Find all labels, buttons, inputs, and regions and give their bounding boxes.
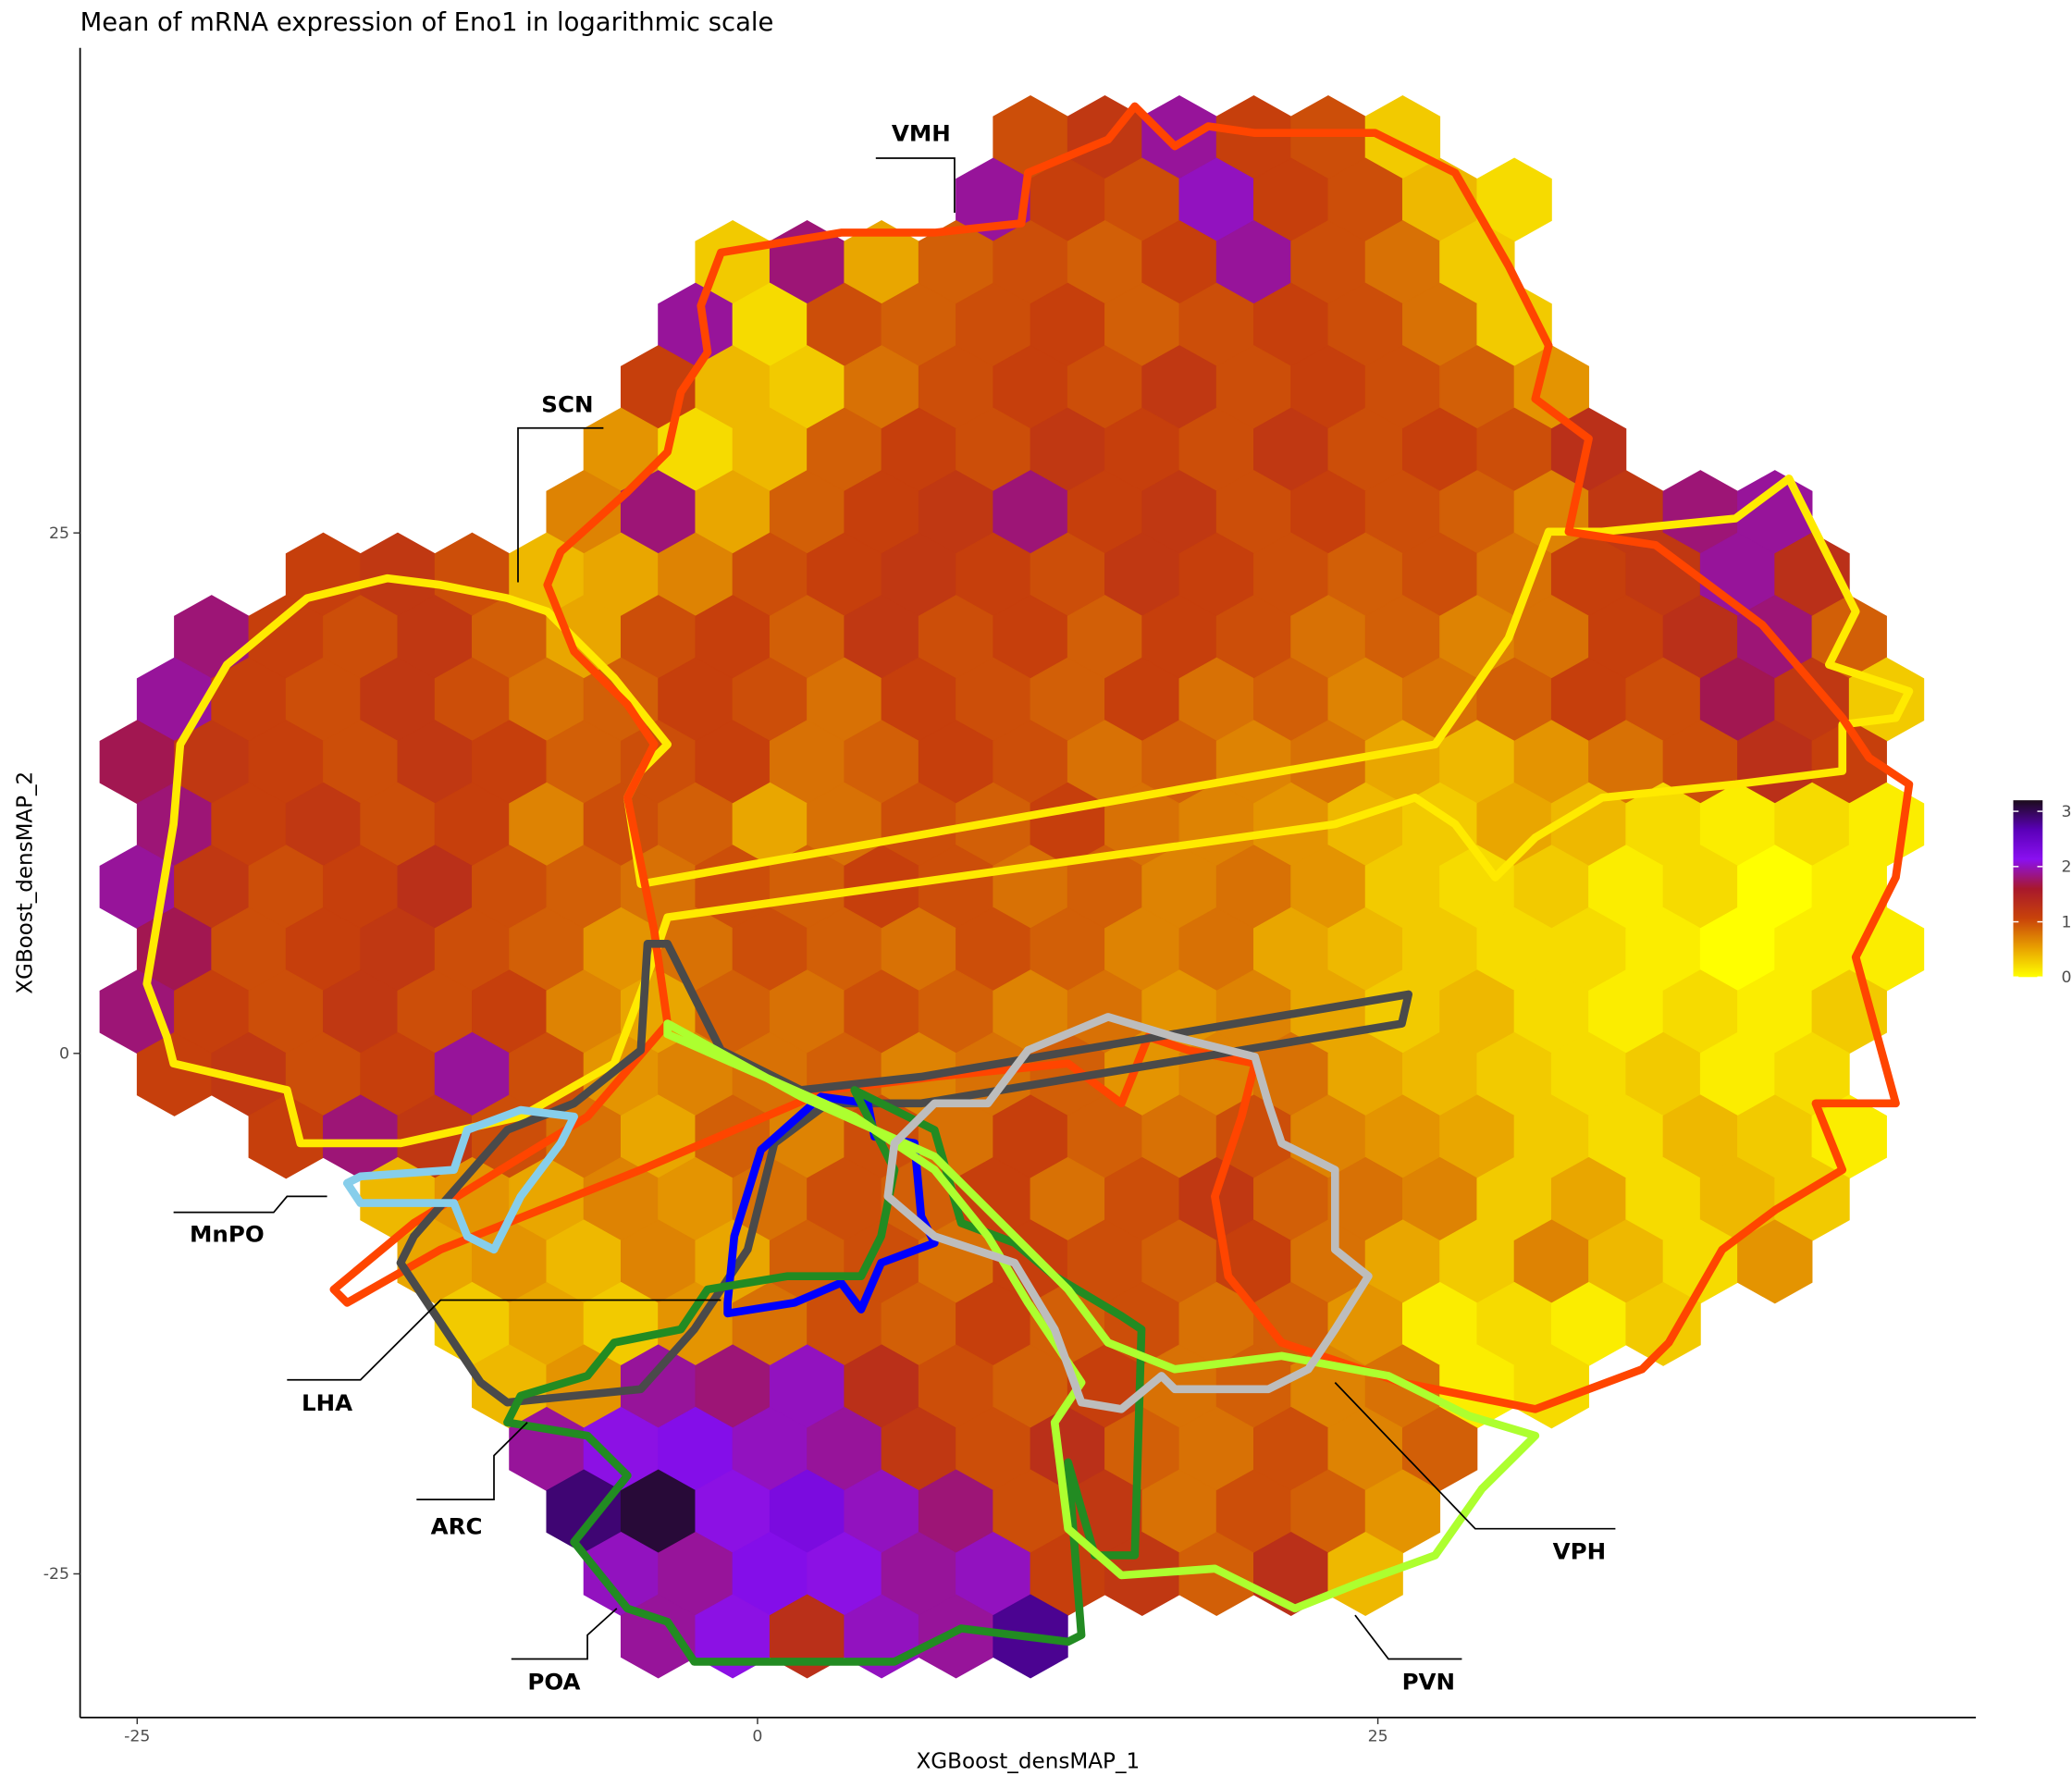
colorbar-tick-label: 1: [2061, 913, 2071, 931]
region-label: MnPO: [190, 1220, 265, 1247]
outline-green: [503, 1086, 1146, 1666]
region-label: VPH: [1553, 1538, 1606, 1565]
region-label: ARC: [431, 1512, 483, 1539]
y-tick-label: 25: [49, 524, 69, 543]
region-label: LHA: [302, 1389, 352, 1416]
leader-line: [287, 1299, 722, 1381]
colorbar-tick-label: 0: [2061, 968, 2071, 987]
x-tick-label: -25: [124, 1728, 150, 1746]
y-axis-title: XGBoost_densMAP_2: [14, 771, 38, 994]
leader-line: [517, 426, 604, 583]
region-label: VMH: [892, 119, 951, 146]
chart-title: Mean of mRNA expression of Eno1 in logar…: [80, 8, 774, 37]
x-tick-label: 0: [752, 1728, 762, 1746]
region-label: SCN: [541, 391, 593, 418]
leader-line: [1334, 1382, 1616, 1530]
region-label: PVN: [1402, 1669, 1455, 1696]
leader-line: [1354, 1614, 1462, 1660]
outline-blue: [723, 1092, 939, 1318]
colorbar-tick-label: 2: [2061, 858, 2071, 877]
hex-layer: [99, 95, 1925, 1679]
region-label: POA: [527, 1669, 580, 1696]
outline-gray-dark: [396, 940, 1413, 1407]
region-outlines: [142, 102, 1914, 1666]
hex: [1327, 1531, 1403, 1616]
y-tick-label: -25: [43, 1565, 69, 1584]
leader-lines: [173, 157, 1616, 1660]
hex: [1625, 1281, 1701, 1366]
leader-line: [416, 1422, 528, 1500]
y-tick-label: 0: [59, 1045, 69, 1064]
colorbar: [2013, 800, 2043, 978]
colorbar-tick-label: 3: [2061, 803, 2071, 821]
x-tick-label: 25: [1368, 1728, 1388, 1746]
leader-line: [875, 157, 956, 213]
x-axis-title: XGBoost_densMAP_1: [916, 1749, 1140, 1773]
outline-light-gray: [883, 1013, 1373, 1413]
leader-line: [173, 1195, 327, 1214]
outline-orange-red: [329, 102, 1914, 1413]
leader-line: [511, 1608, 618, 1660]
outline-light-blue: [342, 1105, 578, 1254]
